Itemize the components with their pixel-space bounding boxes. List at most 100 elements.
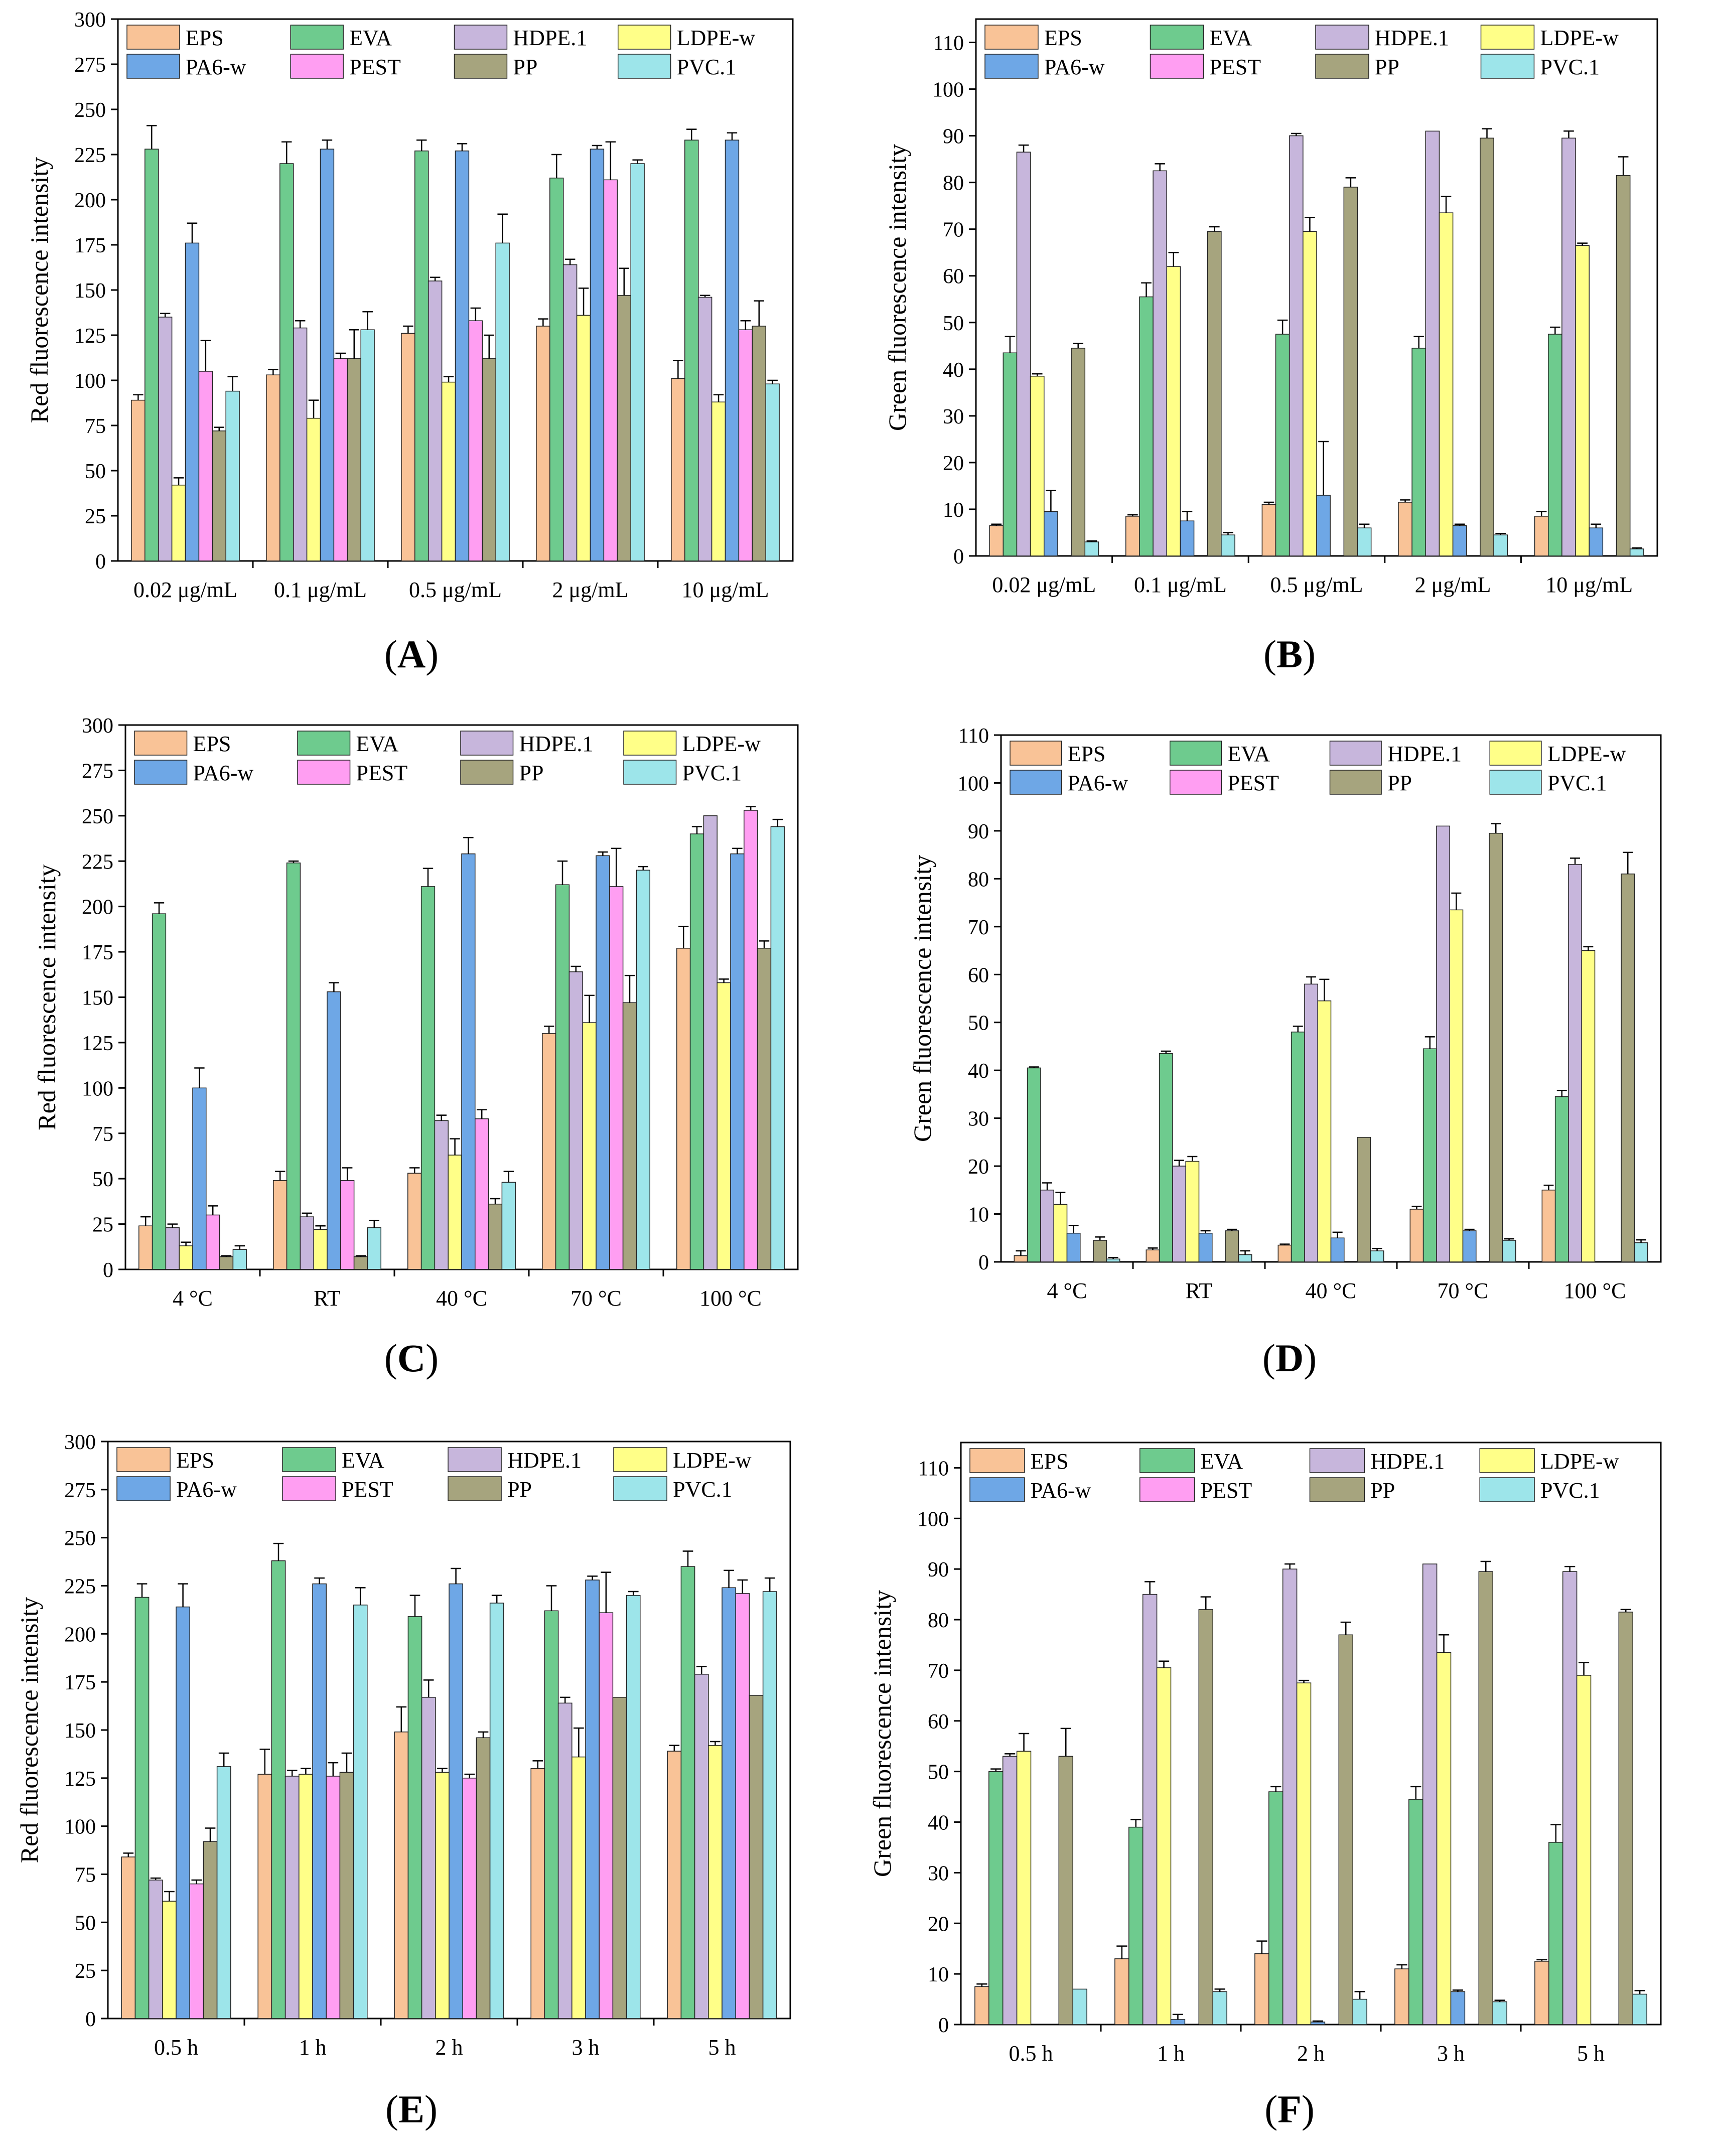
legend-swatch [623, 760, 677, 785]
legend-label: EPS [193, 732, 231, 756]
x-tick-label: 0.02 μg/mL [992, 572, 1096, 597]
bar-pvc-1 [1221, 534, 1235, 556]
bar-pvc-1 [1238, 1254, 1252, 1262]
bar-eps [1398, 502, 1412, 556]
chart-panel-B: 0 10 20 30 40 50 60 70 80 90 100 110 Green fluoresce… [883, 18, 1658, 676]
x-tick-label: 0.1 μg/mL [274, 578, 367, 602]
bar-pvc-1 [501, 1182, 516, 1270]
bar-eva [1268, 1791, 1284, 2025]
legend-label: PVC.1 [682, 761, 742, 785]
bar-ldpe-w [299, 1774, 313, 2019]
legend-swatch [116, 1447, 171, 1472]
y-tick-label: 150 [64, 1719, 96, 1743]
panel-caption: (E) [385, 2087, 438, 2131]
y-tick-label: 30 [968, 1108, 989, 1131]
y-axis-label: Red fluorescence intensity [25, 157, 53, 423]
y-tick-label: 20 [943, 452, 964, 475]
bar-pvc-1 [1072, 1988, 1087, 2025]
bar-pa6-w [1198, 1232, 1213, 1262]
bar-pvc-1 [1212, 1991, 1227, 2025]
y-tick-label: 20 [928, 1913, 949, 1936]
legend-label: PEST [1201, 1478, 1252, 1503]
bar-ldpe-w [1581, 950, 1596, 1262]
bar-pa6-w [327, 991, 341, 1270]
bar-eps [394, 1732, 409, 2019]
x-tick-label: RT [314, 1286, 341, 1311]
x-tick-label: 100 °C [699, 1286, 762, 1311]
y-tick-label: 200 [64, 1623, 96, 1646]
legend-swatch [448, 1447, 502, 1472]
bar-hdpe-1 [1568, 864, 1582, 1262]
y-tick-label: 80 [968, 868, 989, 891]
bar-pvc-1 [232, 1249, 247, 1270]
legend-label: EPS [186, 26, 224, 50]
legend-label: PEST [342, 1477, 393, 1502]
legend-swatch [984, 54, 1039, 79]
bar-ldpe-w [1436, 1652, 1452, 2025]
bar-hdpe-1 [1040, 1190, 1054, 1262]
bar-ldpe-w [441, 381, 456, 561]
legend-swatch [1480, 25, 1535, 50]
bar-pa6-w [1452, 525, 1467, 556]
bar-pvc-1 [495, 242, 510, 561]
legend-label: HDPE.1 [1370, 1449, 1445, 1474]
legend-label: PP [1387, 771, 1412, 795]
legend-label: LDPE-w [1547, 742, 1626, 766]
bar-hdpe-1 [1142, 1594, 1158, 2025]
bar-eva [152, 913, 167, 1270]
x-tick-label: 2 h [1297, 2041, 1325, 2066]
bar-ldpe-w [1156, 1667, 1172, 2025]
y-tick-label: 0 [938, 2014, 949, 2037]
legend-swatch [460, 731, 514, 756]
bar-pa6-w [192, 1087, 207, 1270]
legend-swatch [134, 760, 188, 785]
legend-swatch [297, 731, 351, 756]
bar-pa6-w [590, 149, 605, 561]
bar-pa6-w [1589, 527, 1604, 556]
legend-label: PP [507, 1477, 532, 1502]
y-tick-label: 80 [943, 172, 964, 195]
bar-pa6-w [1330, 1237, 1345, 1262]
bar-ldpe-w [1030, 376, 1045, 556]
legend-swatch [613, 1476, 667, 1501]
bar-hdpe-1 [1562, 1571, 1578, 2025]
x-tick-label: 3 h [1437, 2041, 1465, 2066]
legend-swatch [1480, 54, 1535, 79]
y-tick-label: 110 [958, 725, 989, 748]
bar-eps [667, 1751, 682, 2019]
legend-label: LDPE-w [1540, 1449, 1619, 1474]
legend-label: PA6-w [186, 55, 246, 79]
bar-pa6-w [585, 1579, 600, 2019]
bar-pest [735, 1593, 750, 2019]
bar-pvc-1 [626, 1595, 641, 2019]
y-axis-label: Green fluorescence intensity [883, 144, 911, 431]
bar-pp [752, 326, 766, 561]
bar-hdpe-1 [1172, 1166, 1186, 1262]
bar-pa6-w [725, 139, 740, 561]
bar-pp [1616, 175, 1631, 556]
legend-swatch [282, 1476, 336, 1501]
panel-caption: (A) [384, 632, 439, 676]
bar-pa6-w [320, 149, 335, 561]
x-tick-label: 0.02 μg/mL [133, 578, 237, 602]
bar-eva [1422, 1048, 1437, 1262]
x-tick-label: 2 μg/mL [552, 578, 629, 602]
bar-pvc-1 [1502, 1240, 1516, 1262]
legend-label: EVA [1209, 26, 1252, 50]
bar-pest [599, 1612, 614, 2019]
x-tick-label: 100 °C [1564, 1278, 1626, 1303]
legend-swatch [1170, 770, 1222, 795]
y-tick-label: 60 [928, 1710, 949, 1734]
bar-pest [603, 179, 618, 561]
x-tick-label: 70 °C [571, 1286, 622, 1311]
legend-swatch [1489, 741, 1542, 766]
y-tick-label: 100 [74, 370, 106, 393]
bar-hdpe-1 [694, 1674, 709, 2019]
bar-ldpe-w [1296, 1682, 1312, 2025]
y-tick-label: 0 [95, 550, 106, 573]
legend-label: PP [1375, 55, 1399, 79]
bar-hdpe-1 [293, 327, 308, 561]
bar-pp [749, 1695, 764, 2019]
bar-pvc-1 [1352, 1998, 1367, 2025]
